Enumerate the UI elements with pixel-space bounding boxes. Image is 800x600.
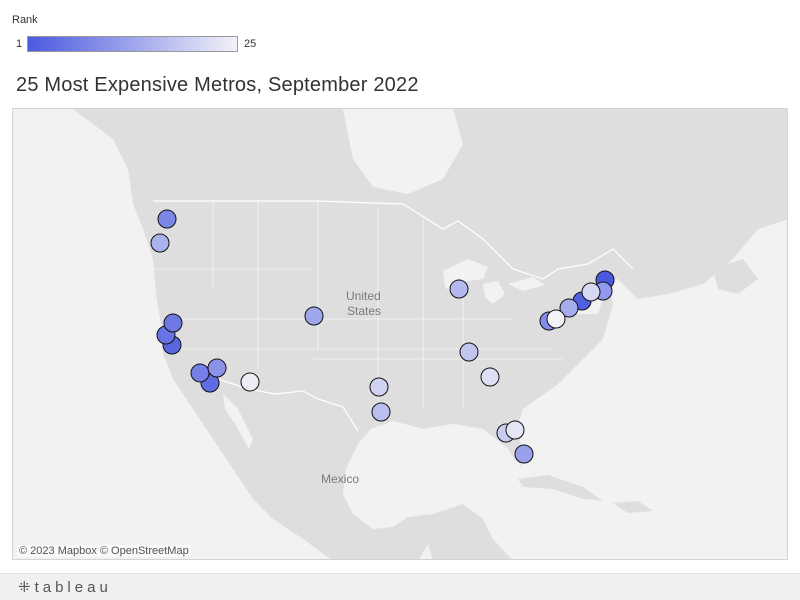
metro-marker-rank-7[interactable] xyxy=(190,363,210,383)
tableau-plus-icon: ⁜ xyxy=(18,579,31,596)
metro-marker-rank-12[interactable] xyxy=(514,444,534,464)
metro-marker-rank-8[interactable] xyxy=(157,209,177,229)
greenland xyxy=(703,109,787,169)
metro-marker-rank-22[interactable] xyxy=(480,367,500,387)
legend-max-label: 25 xyxy=(244,38,257,50)
map-canvas[interactable]: United States Mexico xyxy=(13,109,788,560)
metro-marker-rank-17[interactable] xyxy=(371,402,391,422)
label-united-states-2: States xyxy=(347,304,381,318)
label-united-states: United xyxy=(346,289,381,303)
metro-marker-rank-16[interactable] xyxy=(449,279,469,299)
map-attribution[interactable]: © 2023 Mapbox © OpenStreetMap xyxy=(17,545,191,557)
tableau-logo[interactable]: ⁜ tableau xyxy=(18,577,112,597)
baja-peninsula xyxy=(208,379,263,487)
north-america-landmass xyxy=(13,109,787,559)
hispaniola xyxy=(613,501,653,513)
hudson-bay xyxy=(343,109,463,194)
metro-marker-rank-25[interactable] xyxy=(546,309,566,329)
water-features xyxy=(223,109,545,519)
legend-title: Rank xyxy=(12,14,38,26)
gulf-of-mexico xyxy=(363,421,513,519)
metro-marker-rank-6[interactable] xyxy=(163,313,183,333)
base-map xyxy=(13,109,787,559)
cuba xyxy=(518,475,603,501)
metro-marker-rank-10[interactable] xyxy=(207,358,227,378)
metro-marker-rank-20[interactable] xyxy=(369,377,389,397)
map-view[interactable]: United States Mexico © 2023 Mapbox © Ope… xyxy=(12,108,788,560)
label-mexico: Mexico xyxy=(321,472,359,486)
metro-marker-rank-24[interactable] xyxy=(240,372,260,392)
metro-marker-rank-18[interactable] xyxy=(459,342,479,362)
state-lines xyxy=(153,201,563,409)
legend-min-label: 1 xyxy=(16,38,23,50)
central-america xyxy=(428,504,512,559)
page-title: 25 Most Expensive Metros, September 2022 xyxy=(16,74,419,96)
metro-marker-rank-13[interactable] xyxy=(304,306,324,326)
great-lakes xyxy=(443,259,545,304)
footer-brand: tableau xyxy=(34,578,112,596)
metro-marker-rank-23[interactable] xyxy=(505,420,525,440)
gulf-of-california xyxy=(223,394,253,449)
newfoundland xyxy=(713,259,758,294)
metro-marker-rank-15[interactable] xyxy=(150,233,170,253)
metro-markers xyxy=(150,209,615,464)
footer-bar: ⁜ tableau xyxy=(0,573,800,600)
metro-marker-rank-21[interactable] xyxy=(581,282,601,302)
us-canada-border xyxy=(153,200,634,280)
metro-marker-rank-14[interactable] xyxy=(559,298,579,318)
color-legend-gradient xyxy=(27,36,238,52)
